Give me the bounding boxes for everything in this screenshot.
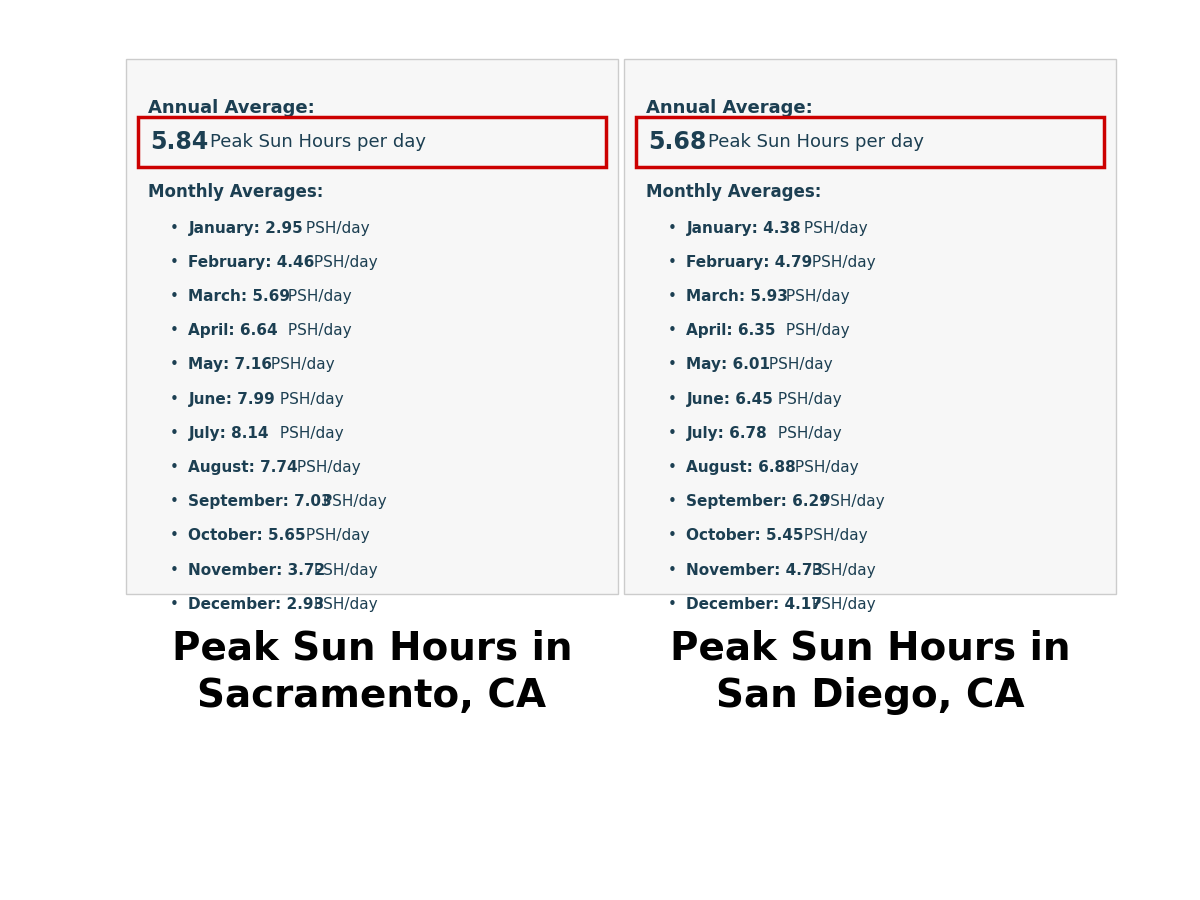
Text: •: • bbox=[169, 426, 179, 441]
Text: •: • bbox=[169, 392, 179, 407]
Text: December: 4.17: December: 4.17 bbox=[686, 597, 822, 612]
Text: •: • bbox=[169, 323, 179, 338]
Text: PSH/day: PSH/day bbox=[764, 357, 833, 373]
Text: PSH/day: PSH/day bbox=[773, 426, 841, 441]
Text: October: 5.65: October: 5.65 bbox=[188, 528, 306, 544]
Text: Peak Sun Hours per day: Peak Sun Hours per day bbox=[708, 133, 924, 151]
Text: February: 4.79: February: 4.79 bbox=[686, 255, 812, 270]
Text: •: • bbox=[169, 597, 179, 612]
Text: Annual Average:: Annual Average: bbox=[148, 99, 314, 117]
Text: Annual Average:: Annual Average: bbox=[646, 99, 812, 117]
Text: 5.68: 5.68 bbox=[648, 130, 707, 154]
Text: June: 6.45: June: 6.45 bbox=[686, 392, 773, 407]
Text: •: • bbox=[169, 255, 179, 270]
FancyBboxPatch shape bbox=[138, 117, 606, 166]
Text: •: • bbox=[667, 323, 677, 338]
Text: PSH/day: PSH/day bbox=[292, 460, 361, 475]
Text: PSH/day: PSH/day bbox=[816, 494, 884, 509]
Text: January: 2.95: January: 2.95 bbox=[188, 220, 304, 236]
Text: July: 6.78: July: 6.78 bbox=[686, 426, 767, 441]
Text: June: 7.99: June: 7.99 bbox=[188, 392, 275, 407]
Text: PSH/day: PSH/day bbox=[781, 289, 850, 304]
Text: Monthly Averages:: Monthly Averages: bbox=[148, 183, 323, 201]
Text: PSH/day: PSH/day bbox=[283, 289, 352, 304]
Text: PSH/day: PSH/day bbox=[799, 528, 868, 544]
Text: January: 4.38: January: 4.38 bbox=[686, 220, 802, 236]
Text: October: 5.45: October: 5.45 bbox=[686, 528, 804, 544]
Text: November: 3.72: November: 3.72 bbox=[188, 562, 325, 578]
Text: PSH/day: PSH/day bbox=[808, 597, 876, 612]
Text: August: 6.88: August: 6.88 bbox=[686, 460, 796, 475]
Text: •: • bbox=[667, 255, 677, 270]
FancyBboxPatch shape bbox=[126, 58, 618, 594]
Text: PSH/day: PSH/day bbox=[301, 528, 370, 544]
Text: September: 7.03: September: 7.03 bbox=[188, 494, 332, 509]
Text: PSH/day: PSH/day bbox=[790, 460, 859, 475]
Text: •: • bbox=[667, 392, 677, 407]
Text: •: • bbox=[169, 289, 179, 304]
FancyBboxPatch shape bbox=[636, 117, 1104, 166]
Text: PSH/day: PSH/day bbox=[310, 597, 378, 612]
Text: PSH/day: PSH/day bbox=[781, 323, 850, 338]
Text: •: • bbox=[667, 220, 677, 236]
Text: •: • bbox=[169, 460, 179, 475]
Text: PSH/day: PSH/day bbox=[301, 220, 370, 236]
Text: September: 6.29: September: 6.29 bbox=[686, 494, 830, 509]
Text: December: 2.93: December: 2.93 bbox=[188, 597, 324, 612]
Text: April: 6.35: April: 6.35 bbox=[686, 323, 776, 338]
Text: PSH/day: PSH/day bbox=[310, 562, 378, 578]
Text: •: • bbox=[667, 426, 677, 441]
Text: PSH/day: PSH/day bbox=[773, 392, 841, 407]
Text: •: • bbox=[667, 597, 677, 612]
Text: •: • bbox=[169, 562, 179, 578]
FancyBboxPatch shape bbox=[624, 58, 1116, 594]
Text: Peak Sun Hours in
San Diego, CA: Peak Sun Hours in San Diego, CA bbox=[670, 630, 1070, 715]
Text: May: 6.01: May: 6.01 bbox=[686, 357, 770, 373]
Text: PSH/day: PSH/day bbox=[275, 392, 343, 407]
Text: March: 5.69: March: 5.69 bbox=[188, 289, 290, 304]
Text: Monthly Averages:: Monthly Averages: bbox=[646, 183, 821, 201]
Text: •: • bbox=[169, 220, 179, 236]
Text: PSH/day: PSH/day bbox=[310, 255, 378, 270]
Text: 5.84: 5.84 bbox=[150, 130, 209, 154]
Text: April: 6.64: April: 6.64 bbox=[188, 323, 278, 338]
Text: July: 8.14: July: 8.14 bbox=[188, 426, 269, 441]
Text: Peak Sun Hours per day: Peak Sun Hours per day bbox=[210, 133, 426, 151]
Text: •: • bbox=[667, 562, 677, 578]
Text: •: • bbox=[667, 528, 677, 544]
Text: November: 4.73: November: 4.73 bbox=[686, 562, 823, 578]
Text: •: • bbox=[667, 494, 677, 509]
Text: February: 4.46: February: 4.46 bbox=[188, 255, 314, 270]
Text: •: • bbox=[169, 494, 179, 509]
Text: •: • bbox=[169, 357, 179, 373]
Text: PSH/day: PSH/day bbox=[808, 562, 876, 578]
Text: Peak Sun Hours in
Sacramento, CA: Peak Sun Hours in Sacramento, CA bbox=[172, 630, 572, 715]
Text: •: • bbox=[667, 289, 677, 304]
Text: •: • bbox=[667, 460, 677, 475]
Text: PSH/day: PSH/day bbox=[283, 323, 352, 338]
Text: •: • bbox=[169, 528, 179, 544]
Text: PSH/day: PSH/day bbox=[808, 255, 876, 270]
Text: PSH/day: PSH/day bbox=[799, 220, 868, 236]
Text: August: 7.74: August: 7.74 bbox=[188, 460, 298, 475]
Text: •: • bbox=[667, 357, 677, 373]
Text: PSH/day: PSH/day bbox=[318, 494, 386, 509]
Text: May: 7.16: May: 7.16 bbox=[188, 357, 272, 373]
Text: PSH/day: PSH/day bbox=[266, 357, 335, 373]
Text: March: 5.93: March: 5.93 bbox=[686, 289, 788, 304]
Text: PSH/day: PSH/day bbox=[275, 426, 343, 441]
